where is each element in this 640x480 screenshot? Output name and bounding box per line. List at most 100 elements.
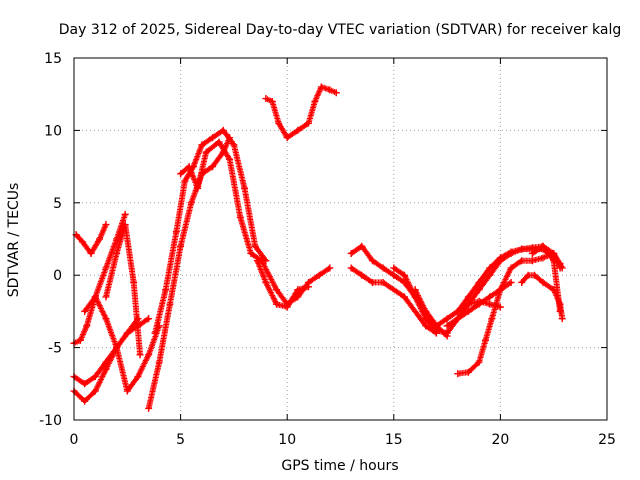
data-point: [81, 380, 89, 388]
data-point: [134, 373, 142, 381]
data-point: [305, 119, 313, 127]
data-point: [558, 264, 566, 272]
data-point: [539, 278, 547, 286]
y-tick-label: 5: [53, 196, 62, 212]
data-point: [550, 249, 558, 257]
data-point: [262, 95, 270, 103]
series-s10: [253, 257, 313, 311]
data-point: [486, 271, 494, 279]
data-point: [486, 300, 494, 308]
data-point: [411, 286, 419, 294]
data-point: [454, 315, 462, 323]
data-point: [79, 238, 87, 246]
data-point: [145, 404, 153, 412]
data-point: [550, 257, 558, 265]
series-s2: [72, 221, 110, 257]
data-point: [496, 257, 504, 265]
x-tick-label: 0: [70, 432, 79, 448]
data-point: [518, 257, 526, 265]
data-point: [507, 264, 515, 272]
data-point: [422, 307, 430, 315]
data-point: [113, 249, 121, 257]
data-point: [91, 293, 99, 301]
data-point: [539, 254, 547, 262]
data-point: [531, 271, 539, 279]
chart-title: Day 312 of 2025, Sidereal Day-to-day VTE…: [59, 22, 621, 38]
data-point: [145, 351, 153, 359]
data-point: [347, 264, 355, 272]
data-point: [187, 199, 195, 207]
data-point: [390, 271, 398, 279]
data-point: [194, 184, 202, 192]
data-point: [475, 297, 483, 305]
data-point: [130, 278, 138, 286]
data-point: [155, 358, 163, 366]
data-point: [241, 184, 249, 192]
data-point: [518, 278, 526, 286]
data-point: [102, 264, 110, 272]
data-point: [528, 249, 536, 257]
data-point: [145, 315, 153, 323]
data-point: [326, 86, 334, 94]
data-point: [454, 370, 462, 378]
data-point: [209, 134, 217, 142]
data-point: [247, 249, 255, 257]
data-point: [358, 271, 366, 279]
data-point: [226, 155, 234, 163]
data-point: [368, 278, 376, 286]
y-tick-label: 0: [53, 268, 62, 284]
data-point: [91, 373, 99, 381]
data-point: [113, 235, 121, 243]
data-point: [486, 293, 494, 301]
y-tick-label: -10: [39, 413, 62, 429]
data-point: [202, 148, 210, 156]
data-point: [390, 264, 398, 272]
x-tick-label: 5: [176, 432, 185, 448]
series-s6: [102, 221, 144, 359]
data-point: [273, 300, 281, 308]
data-point: [236, 213, 244, 221]
data-point: [253, 257, 261, 265]
data-point: [123, 387, 131, 395]
data-point: [556, 307, 564, 315]
data-point: [475, 286, 483, 294]
data-point: [443, 315, 451, 323]
data-point: [185, 163, 193, 171]
data-point: [262, 278, 270, 286]
data-point: [379, 278, 387, 286]
data-point: [443, 329, 451, 337]
x-tick-label: 15: [385, 432, 403, 448]
data-point: [317, 83, 325, 91]
data-point: [162, 286, 170, 294]
data-point: [379, 264, 387, 272]
series-s20: [528, 242, 564, 315]
data-point: [283, 134, 291, 142]
data-point: [76, 336, 84, 344]
y-tick-label: -5: [48, 341, 62, 357]
data-point: [123, 329, 131, 337]
data-point: [121, 210, 129, 218]
data-point: [311, 97, 319, 105]
data-point: [268, 97, 276, 105]
data-point: [81, 397, 89, 405]
data-point: [464, 307, 472, 315]
data-point: [283, 303, 291, 311]
data-point: [558, 315, 566, 323]
data-point: [475, 278, 483, 286]
x-axis-label: GPS time / hours: [281, 458, 398, 474]
data-point: [81, 307, 89, 315]
data-point: [151, 329, 159, 337]
data-point: [518, 245, 526, 253]
series-s11: [262, 83, 340, 142]
data-point: [215, 138, 223, 146]
data-point: [102, 315, 110, 323]
data-point: [315, 271, 323, 279]
x-tick-label: 10: [278, 432, 296, 448]
data-point: [83, 322, 91, 330]
data-point: [464, 300, 472, 308]
data-point: [464, 293, 472, 301]
data-point: [166, 300, 174, 308]
data-point: [507, 249, 515, 257]
